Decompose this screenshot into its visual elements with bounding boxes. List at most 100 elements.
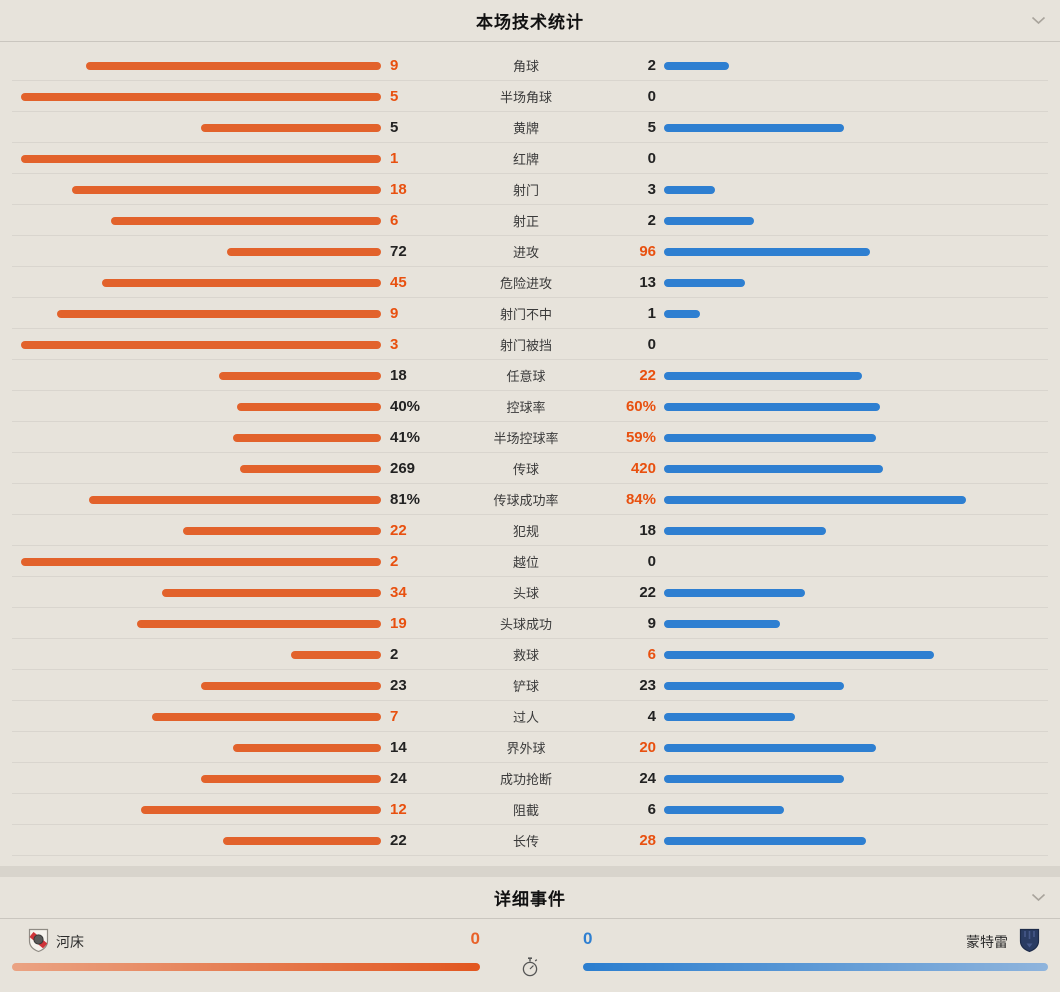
stat-label: 射门 [512,183,539,198]
home-stat-bar [151,712,381,721]
away-bar-track [664,309,1060,318]
stats-section: 本场技术统计 9 角球 2 [0,0,1060,866]
stat-row: 2 越位 0 [0,546,1060,577]
home-stat-bar [21,340,381,349]
home-stat-value: 9 [390,57,399,74]
stat-row: 18 射门 3 [0,174,1060,205]
away-stat-value: 23 [639,677,656,694]
home-stat-value: 5 [390,88,399,105]
stat-label: 角球 [512,59,539,74]
away-bar-track [664,712,1060,721]
home-stat-value: 19 [390,615,407,632]
stat-row: 6 射正 2 [0,205,1060,236]
stat-row: 5 半场角球 0 [0,81,1060,112]
away-stat-value: 420 [630,460,656,477]
away-stat-bar [664,619,780,628]
away-stat-bar [664,433,877,442]
stat-label: 铲球 [512,679,539,694]
home-stat-bar [222,836,381,845]
stat-row: 23 铲球 23 [0,670,1060,701]
home-stat-bar [136,619,381,628]
home-stat-value: 1 [390,150,399,167]
stat-row: 5 黄牌 5 [0,112,1060,143]
home-team-logo-icon [24,926,53,958]
chevron-down-icon[interactable] [1031,12,1046,30]
away-bar-track [664,650,1060,659]
events-section-title: 详细事件 [494,890,566,909]
stat-label: 传球 [512,462,539,477]
stat-label: 界外球 [506,741,546,756]
home-stat-value: 72 [390,243,407,260]
events-scoreboard: 河床 0 0 蒙特雷 [0,919,1060,991]
away-stat-bar [664,681,844,690]
away-stat-bar [664,712,795,721]
stat-row: 19 头球成功 9 [0,608,1060,639]
home-bar-track [0,464,381,473]
away-stat-bar [664,278,745,287]
home-stat-bar [201,681,381,690]
home-stat-value: 18 [390,181,407,198]
away-bar-track [664,588,1060,597]
home-team-score: 0 [470,929,480,948]
home-stat-bar [21,92,381,101]
stat-label: 救球 [512,648,539,663]
home-stat-bar [141,805,381,814]
stat-row: 3 射门被挡 0 [0,329,1060,360]
stat-label: 危险进攻 [499,276,552,291]
away-stat-value: 0 [647,553,656,570]
home-stat-bar [291,650,381,659]
stat-label: 越位 [512,555,539,570]
events-section-header[interactable]: 详细事件 [0,877,1060,919]
home-bar-track [0,278,381,287]
away-stat-bar [664,588,806,597]
events-section: 详细事件 河床 0 [0,877,1060,991]
chevron-down-icon[interactable] [1031,889,1046,907]
home-bar-track [0,61,381,70]
stat-label: 控球率 [506,400,546,415]
home-bar-track [0,309,381,318]
home-stat-bar [201,774,381,783]
away-stat-value: 22 [639,367,656,384]
stat-label: 犯规 [512,524,539,539]
home-bar-track [0,836,381,845]
away-stat-bar [664,309,700,318]
home-bar-track [0,526,381,535]
away-stat-value: 96 [639,243,656,260]
away-bar-track [664,805,1060,814]
home-bar-track [0,712,381,721]
away-stat-value: 84% [625,491,656,508]
away-bar-track [664,681,1060,690]
stats-section-header[interactable]: 本场技术统计 [0,0,1060,42]
away-bar-track [664,61,1060,70]
stat-label: 半场控球率 [493,431,559,446]
away-team-logo-icon [1019,928,1040,958]
away-stat-value: 0 [647,150,656,167]
home-bar-track [0,402,381,411]
section-divider [0,866,1060,877]
home-bar-track [0,185,381,194]
away-bar-track [664,495,1060,504]
home-stat-bar [237,402,381,411]
home-bar-track [0,92,381,101]
away-bar-track [664,526,1060,535]
home-stat-value: 6 [390,212,399,229]
stats-rows: 9 角球 2 5 半场角球 0 [0,42,1060,866]
home-stat-bar [219,371,381,380]
home-bar-track [0,650,381,659]
home-stat-bar [89,495,381,504]
stat-row: 72 进攻 96 [0,236,1060,267]
home-stat-value: 18 [390,367,407,384]
away-stat-value: 1 [647,305,656,322]
home-stat-value: 34 [390,584,407,601]
home-stat-bar [72,185,381,194]
home-stat-value: 40% [390,398,421,415]
away-stat-bar [664,185,716,194]
away-stat-bar [664,123,844,132]
stat-row: 9 角球 2 [0,50,1060,81]
home-stat-value: 9 [390,305,399,322]
away-stat-value: 4 [647,708,656,725]
away-bar-track [664,774,1060,783]
stat-row: 41% 半场控球率 59% [0,422,1060,453]
away-bar-track [664,464,1060,473]
